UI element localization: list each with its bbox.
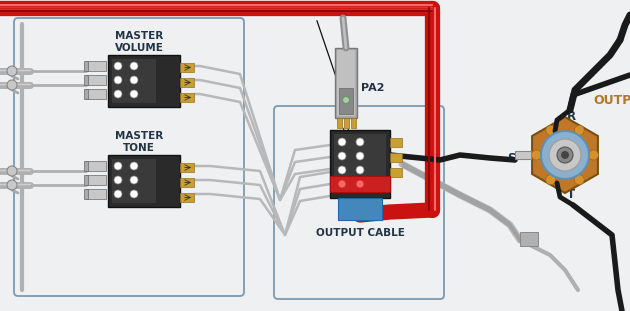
Circle shape (7, 80, 17, 90)
Bar (180, 63, 194, 72)
Circle shape (7, 180, 17, 190)
Bar (86, 61, 106, 71)
Circle shape (114, 190, 122, 198)
Circle shape (575, 125, 584, 135)
Circle shape (130, 62, 138, 70)
Bar (108, 155, 180, 207)
Circle shape (7, 66, 17, 76)
Bar (520, 232, 538, 246)
Text: OUTPUT CABLE: OUTPUT CABLE (316, 228, 404, 238)
Circle shape (114, 62, 122, 70)
Bar (180, 178, 194, 187)
Text: MASTER
TONE: MASTER TONE (115, 132, 163, 153)
Circle shape (356, 138, 364, 146)
Circle shape (114, 176, 122, 184)
Bar (86, 189, 106, 199)
Bar (330, 130, 390, 198)
Circle shape (338, 138, 346, 146)
Bar (351, 118, 356, 128)
Bar (515, 151, 531, 159)
Circle shape (546, 175, 556, 185)
Circle shape (546, 125, 556, 135)
Bar (84, 161, 88, 171)
Bar (330, 176, 390, 192)
Bar (344, 118, 349, 128)
Circle shape (557, 147, 573, 163)
Bar (390, 168, 402, 177)
Bar (84, 175, 88, 185)
Circle shape (338, 166, 346, 174)
Text: PA2: PA2 (361, 83, 384, 93)
Bar (84, 61, 88, 71)
Bar (339, 88, 353, 114)
Bar (180, 163, 194, 172)
Bar (84, 75, 88, 85)
Bar (180, 78, 194, 87)
Bar (86, 75, 106, 85)
Bar (337, 118, 342, 128)
Circle shape (356, 166, 364, 174)
Bar (86, 175, 106, 185)
Bar (84, 89, 88, 99)
Text: T: T (567, 188, 575, 202)
Bar (86, 161, 106, 171)
Bar (338, 198, 382, 220)
Bar (112, 159, 156, 203)
Circle shape (114, 90, 122, 98)
Circle shape (130, 90, 138, 98)
Text: OUTPUT: OUTPUT (593, 94, 630, 106)
Bar (390, 138, 402, 147)
Bar (335, 48, 357, 118)
Bar (390, 153, 402, 162)
Bar (84, 189, 88, 199)
Circle shape (114, 76, 122, 84)
Bar (112, 59, 156, 103)
Bar (334, 134, 386, 177)
Text: MASTER
VOLUME: MASTER VOLUME (115, 31, 163, 53)
Circle shape (575, 175, 584, 185)
Circle shape (338, 152, 346, 160)
Circle shape (130, 76, 138, 84)
Circle shape (561, 151, 569, 159)
Circle shape (7, 166, 17, 176)
Bar (108, 55, 180, 107)
Circle shape (588, 150, 598, 160)
Circle shape (541, 131, 589, 179)
Bar (180, 193, 194, 202)
Circle shape (114, 162, 122, 170)
Circle shape (343, 96, 350, 104)
Bar (180, 93, 194, 102)
Circle shape (130, 176, 138, 184)
Polygon shape (532, 117, 598, 193)
Text: REVERSED CONNECTOR: REVERSED CONNECTOR (251, 8, 389, 18)
Circle shape (356, 180, 364, 188)
Circle shape (338, 180, 346, 188)
Circle shape (532, 150, 542, 160)
Circle shape (356, 152, 364, 160)
Bar (337, 50, 355, 116)
Circle shape (130, 190, 138, 198)
Bar (86, 89, 106, 99)
Circle shape (130, 162, 138, 170)
Circle shape (549, 139, 581, 171)
Text: R: R (567, 110, 576, 123)
Text: S: S (507, 151, 515, 165)
